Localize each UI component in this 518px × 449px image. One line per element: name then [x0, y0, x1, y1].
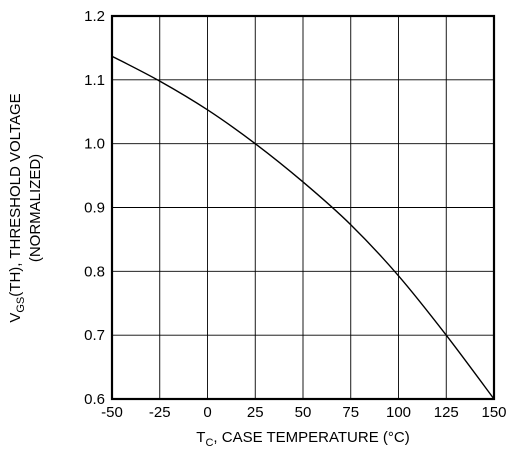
threshold-voltage-curve: [111, 55, 495, 400]
x-axis-label-main: T: [196, 429, 205, 446]
x-tick-labels: -50 -25 0 25 50 75 100 125 150: [101, 404, 506, 421]
y-tick-label: 0.6: [84, 391, 105, 408]
y-tick-labels: 0.6 0.7 0.8 0.9 1.0 1.1 1.2: [84, 8, 105, 408]
y-axis-label-main: V: [7, 313, 24, 323]
y-tick-label: 0.7: [84, 327, 105, 344]
x-tick-label: 0: [203, 404, 211, 421]
grid-lines: [111, 15, 495, 400]
x-tick-label: -50: [101, 404, 123, 421]
y-tick-label: 1.2: [84, 8, 105, 25]
y-tick-label: 0.9: [84, 200, 105, 217]
x-tick-label: 75: [342, 404, 359, 421]
y-tick-label: 0.8: [84, 263, 105, 280]
x-axis-label-sub: C: [205, 437, 213, 449]
x-tick-label: -25: [149, 404, 171, 421]
plot-frame: [110, 14, 496, 401]
y-tick-label: 1.1: [84, 72, 105, 89]
y-axis-label-rest: (TH), THRESHOLD VOLTAGE: [7, 93, 24, 296]
x-tick-label: 100: [386, 404, 411, 421]
x-tick-label: 150: [481, 404, 506, 421]
series-group: [111, 55, 495, 400]
y-axis-label-sub: GS: [15, 297, 27, 313]
y-axis-label-line2: (NORMALIZED): [27, 154, 44, 262]
x-tick-label: 25: [247, 404, 264, 421]
y-tick-label: 1.0: [84, 136, 105, 153]
x-tick-label: 50: [295, 404, 312, 421]
y-axis-label-line1: VGS(TH), THRESHOLD VOLTAGE: [7, 93, 27, 322]
x-axis-label-rest: , CASE TEMPERATURE (°C): [213, 429, 409, 446]
x-tick-label: 125: [434, 404, 459, 421]
x-axis-label: TC, CASE TEMPERATURE (°C): [196, 429, 409, 449]
